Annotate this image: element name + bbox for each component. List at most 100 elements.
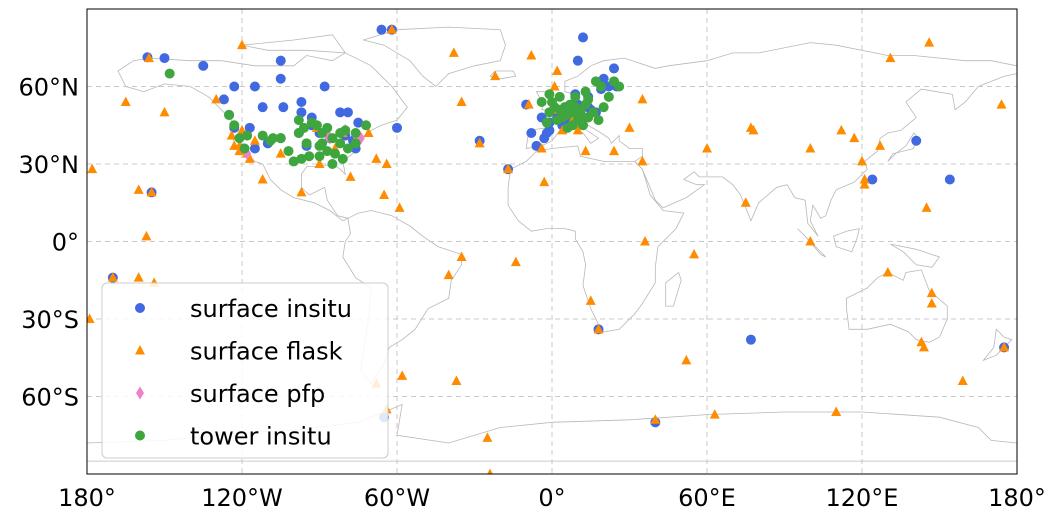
point-surface-flask [637,93,648,104]
point-surface-flask [226,130,237,140]
point-surface-flask [523,99,534,109]
point-surface-insitu [159,53,170,64]
point-surface-flask [490,70,501,81]
point-surface-flask [702,143,712,153]
point-surface-flask [924,37,935,47]
coastline [507,145,685,333]
point-surface-flask [87,163,98,174]
x-tick-label: 60°E [678,484,736,512]
point-surface-flask [296,186,307,197]
point-surface-flask [443,269,454,280]
point-tower-insitu [229,120,240,131]
point-tower-insitu [575,109,586,120]
point-tower-insitu [598,102,609,113]
point-surface-flask [539,176,550,187]
coastline [890,243,941,268]
point-surface-insitu [539,133,550,144]
point-surface-insitu [249,143,260,154]
point-surface-flask [999,341,1010,352]
point-surface-flask [159,106,170,117]
point-tower-insitu [257,130,268,141]
point-tower-insitu [562,122,573,133]
legend-label-surface-insitu: surface insitu [190,295,352,323]
point-surface-flask [640,236,650,246]
point-surface-flask [849,132,860,143]
point-tower-insitu [304,151,315,162]
point-surface-flask [536,143,547,153]
coastline [833,228,860,253]
point-tower-insitu [552,115,563,126]
point-surface-flask [921,202,932,212]
point-surface-flask [275,148,286,158]
y-tick-label: 60°S [21,384,79,412]
point-surface-insitu [578,32,588,43]
point-surface-insitu [244,122,255,133]
point-tower-insitu [330,148,340,159]
point-surface-flask [482,432,493,442]
point-surface-flask [805,143,816,153]
data-points [87,24,1010,474]
point-tower-insitu [322,146,333,157]
point-surface-insitu [745,334,756,345]
point-tower-insitu [275,133,286,144]
point-surface-insitu [572,55,583,66]
point-surface-insitu [275,55,286,66]
x-tick-label: 60°W [364,484,430,512]
y-tick-labels: 60°N 30°N 0° 30°S 60°S [19,74,80,412]
x-tick-label: 120°W [201,484,283,512]
point-tower-insitu [340,125,351,136]
point-tower-insitu [337,153,348,164]
point-surface-insitu [198,60,209,71]
point-tower-insitu [570,91,581,102]
point-tower-insitu [322,122,333,133]
point-tower-insitu [327,133,338,144]
coastline [797,228,827,258]
y-tick-label: 30°N [19,151,80,179]
point-surface-flask [237,39,247,50]
point-tower-insitu [311,120,322,131]
point-surface-flask [572,124,583,135]
point-surface-flask [133,184,144,194]
point-surface-flask [624,122,635,132]
point-surface-insitu [867,174,878,185]
point-surface-flask [805,236,816,246]
point-surface-flask [386,24,397,34]
point-tower-insitu [541,117,552,128]
point-tower-insitu [293,128,304,138]
y-tick-label: 30°S [21,306,79,334]
point-surface-flask [394,202,405,212]
point-surface-insitu [296,97,307,107]
point-tower-insitu [224,109,235,120]
point-surface-insitu [319,81,330,92]
point-surface-flask [379,189,390,199]
point-surface-flask [451,375,462,385]
point-surface-insitu [944,174,955,185]
point-tower-insitu [544,107,555,118]
point-surface-flask [637,155,648,166]
point-tower-insitu [242,130,253,141]
point-surface-flask [875,140,886,150]
point-surface-insitu [609,63,619,74]
point-surface-flask [141,230,152,241]
series-tower-insitu [164,68,625,169]
point-surface-flask [593,323,604,334]
point-surface-flask [211,93,222,104]
point-surface-flask [510,256,521,267]
point-surface-flask [146,186,157,197]
point-tower-insitu [536,97,547,107]
x-tick-label: 180° [988,484,1046,512]
legend: surface insitu surface flask surface pfp to… [101,282,389,459]
point-surface-flask [456,96,467,106]
point-surface-flask [926,287,937,298]
point-surface-flask [371,153,382,163]
point-tower-insitu [288,156,299,167]
point-surface-insitu [598,73,609,84]
point-surface-flask [585,295,596,305]
point-tower-insitu [283,146,294,157]
point-surface-flask [885,52,896,63]
point-surface-flask [526,50,537,60]
point-surface-insitu [218,94,229,105]
legend-marker-surface-pfp [136,386,144,400]
y-tick-label: 60°N [19,74,80,102]
